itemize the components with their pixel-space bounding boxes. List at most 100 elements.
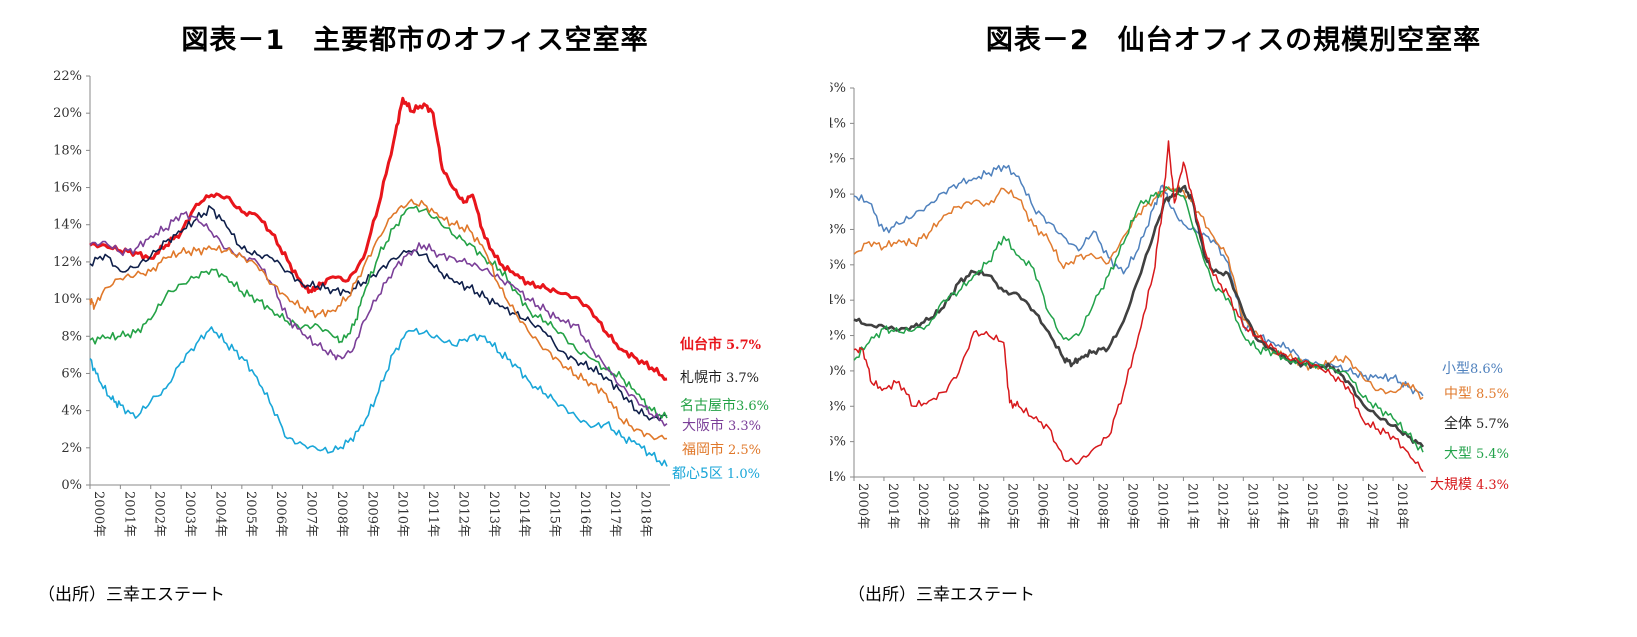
x-tick-label: 2004年 [975, 483, 990, 529]
series-end-label: 福岡市 2.5% [682, 441, 761, 458]
series-value: 3.3% [728, 419, 761, 434]
y-tick-label: 12% [53, 255, 82, 270]
x-tick-label: 2000年 [855, 483, 870, 529]
y-tick-label: 4% [830, 470, 846, 485]
x-tick-label: 2005年 [1005, 483, 1020, 529]
series-value: 8.5% [1476, 387, 1509, 402]
series-line-2 [89, 205, 668, 419]
y-tick-label: 6% [61, 366, 82, 381]
series-value: 1.0% [727, 467, 760, 482]
series-end-label: 大規模 4.3% [1430, 477, 1509, 493]
x-tick-label: 2010年 [395, 491, 410, 537]
chart-major-cities: 図表－1 主要都市のオフィス空室率 0% 2% 4% 6% 8% 10% 12% 14% 16%… [38, 25, 769, 605]
series-end-label: 大型 5.4% [1444, 446, 1509, 462]
x-tick-label: 2002年 [152, 491, 167, 537]
x-tick-label: 2007年 [1065, 483, 1080, 529]
y-tick-label: 12% [830, 329, 846, 344]
x-tick-label: 2012年 [455, 491, 470, 537]
y-tick-label: 22% [830, 152, 846, 167]
y-tick-label: 22% [53, 69, 82, 84]
chart-sendai-by-size: 図表－2 仙台オフィスの規模別空室率 4% 6% 8% 10% 12% 14% 16% 18%… [830, 0, 1637, 637]
y-tick-label: 24% [830, 116, 846, 131]
series-name: 福岡市 [682, 441, 724, 458]
series-value: 3.6% [736, 399, 769, 414]
x-tick-label: 2005年 [243, 491, 258, 537]
y-tick-label: 16% [53, 181, 82, 196]
series-end-label: 札幌市 3.7% [680, 369, 759, 386]
x-tick-label: 2012年 [1214, 483, 1229, 529]
series-line-2 [853, 184, 1425, 448]
y-tick-label: 20% [830, 187, 846, 202]
x-tick-label: 2016年 [577, 491, 592, 537]
chart-canvas: 0% 2% 4% 6% 8% 10% 12% 14% 16% 18% 20% 22% 2000年 2001… [53, 69, 769, 537]
series-name: 大規模 [1430, 477, 1472, 493]
x-tick-label: 2017年 [607, 491, 622, 537]
x-tick-label: 2000年 [91, 491, 106, 537]
y-tick-label: 26% [830, 81, 846, 96]
y-tick-label: 18% [830, 222, 846, 237]
x-tick-label: 2003年 [182, 491, 197, 537]
x-tick-label: 2017年 [1364, 483, 1379, 529]
chart-title: 図表－1 主要都市のオフィス空室率 [181, 25, 649, 56]
x-tick-label: 2011年 [1184, 483, 1199, 529]
y-tick-label: 14% [53, 218, 82, 233]
x-tick-label: 2006年 [273, 491, 288, 537]
series-name: 札幌市 [680, 369, 722, 386]
series-name: 大阪市 [682, 417, 724, 434]
x-tick-label: 2013年 [1244, 483, 1259, 529]
chart-source: （出所）三幸エステート [38, 585, 225, 605]
y-tick-label: 8% [61, 329, 82, 344]
x-tick-label: 2010年 [1154, 483, 1169, 529]
x-tick-label: 2009年 [1125, 483, 1140, 529]
series-end-label: 全体 5.7% [1444, 415, 1509, 432]
x-tick-label: 2013年 [486, 491, 501, 537]
series-line-5 [89, 326, 668, 467]
series-line-3 [89, 211, 668, 427]
series-name: 全体 [1444, 415, 1472, 432]
y-tick-label: 4% [61, 404, 82, 419]
series-line-4 [89, 198, 668, 441]
series-name: 名古屋市 [680, 397, 736, 414]
series-line-3 [853, 186, 1424, 453]
chart-canvas: 4% 6% 8% 10% 12% 14% 16% 18% 20% 22% 24% 26% 2000年 20… [830, 81, 1509, 529]
series-end-label: 都心5区 1.0% [672, 466, 760, 482]
series-value: 3.7% [726, 371, 759, 386]
x-tick-label: 2014年 [516, 491, 531, 537]
x-tick-label: 2018年 [638, 491, 653, 537]
series-value: 4.3% [1476, 478, 1509, 493]
y-tick-label: 0% [61, 478, 82, 493]
series-line-0 [853, 164, 1424, 397]
series-end-label: 大阪市 3.3% [682, 417, 761, 434]
y-tick-label: 8% [830, 399, 846, 414]
series-value: 2.5% [728, 443, 761, 458]
x-tick-label: 2002年 [915, 483, 930, 529]
x-tick-label: 2016年 [1334, 483, 1349, 529]
series-line-4 [853, 140, 1424, 473]
series-value: 8.6% [1470, 362, 1503, 377]
y-tick-label: 6% [830, 435, 846, 450]
x-tick-label: 2003年 [945, 483, 960, 529]
chart-title: 図表－2 仙台オフィスの規模別空室率 [985, 25, 1482, 56]
series-name: 都心5区 [672, 466, 723, 482]
y-tick-label: 18% [53, 143, 82, 158]
x-tick-label: 2015年 [1304, 483, 1319, 529]
series-end-label: 仙台市 5.7% [680, 336, 762, 353]
x-tick-label: 2007年 [304, 491, 319, 537]
x-tick-label: 2008年 [334, 491, 349, 537]
y-tick-label: 2% [61, 441, 82, 456]
series-line-0 [89, 96, 668, 381]
x-tick-label: 2011年 [425, 491, 440, 537]
chart-source: （出所）三幸エステート [848, 585, 1035, 605]
x-tick-label: 2001年 [121, 491, 136, 537]
series-end-label: 名古屋市3.6% [680, 397, 769, 414]
x-tick-label: 2009年 [364, 491, 379, 537]
series-end-label: 中型 8.5% [1444, 386, 1509, 402]
series-end-label: 小型8.6% [1442, 361, 1503, 377]
series-name: 小型 [1442, 361, 1470, 377]
y-tick-label: 10% [830, 364, 846, 379]
series-name: 中型 [1444, 386, 1472, 402]
series-name: 大型 [1444, 446, 1472, 462]
y-tick-label: 16% [830, 258, 846, 273]
series-value: 5.4% [1476, 447, 1509, 462]
series-name: 仙台市 [680, 336, 722, 353]
